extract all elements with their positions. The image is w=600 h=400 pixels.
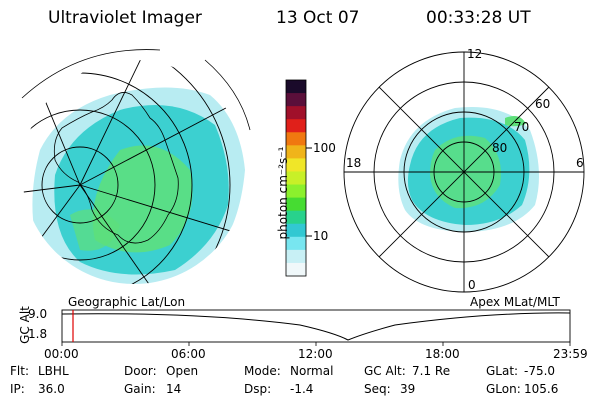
colorbar-tick-10: 10 [313,229,329,243]
glon-label: GLon: [486,382,521,396]
mode-label: Mode: [244,364,281,378]
mlat-label-70: 70 [514,120,530,134]
timeline-xtick-0600: 06:00 [171,347,206,361]
colorbar-cell [286,145,306,159]
colorbar-cell [286,262,306,277]
timeline-xtick-0000: 00:00 [44,347,79,361]
glat-value: -75.0 [524,364,556,378]
colorbar-cell [286,184,306,199]
mlt-label-0: 0 [468,278,476,292]
colorbar-cell [286,93,306,107]
filter-value: LBHL [38,364,69,378]
timeline-ytick-low: 1.8 [28,327,48,341]
colorbar-cell [286,223,306,238]
gain-value: 14 [166,382,182,396]
colorbar-cell [286,197,306,212]
gc-alt-label: GC Alt: [364,364,406,378]
altitude-curve [61,312,571,341]
apex-map-label: Apex MLat/MLT [470,295,560,309]
mlt-label-6: 6 [576,156,584,170]
geographic-map [21,49,251,284]
geographic-map-label: Geographic Lat/Lon [68,295,186,309]
instrument-title: Ultraviolet Imager [48,8,202,28]
door-label: Door: [124,364,157,378]
date-label: 13 Oct 07 [276,8,360,28]
timeline-xtick-2359: 23:59 [553,347,588,361]
colorbar-cell [286,80,306,94]
apex-polar-map [343,51,585,293]
mlat-label-80: 80 [492,141,508,155]
colorbar-cell [286,171,306,186]
colorbar-cell [286,158,306,172]
mlt-label-18: 18 [346,156,362,170]
glon-value: 105.6 [524,382,559,396]
mlat-label-60: 60 [535,97,551,111]
seq-label: Seq: [364,382,391,396]
timeline-xtick-1800: 18:00 [425,347,460,361]
glat-label: GLat: [486,364,519,378]
colorbar-cell [286,106,306,120]
colorbar-cell [286,119,306,133]
dsp-label: Dsp: [244,382,272,396]
colorbar-unit-label: photon cm⁻²s⁻¹ [276,146,290,240]
mlt-label-12: 12 [467,47,483,61]
colorbar-cell [286,236,306,251]
colorbar-cell [286,210,306,225]
timeline-xtick-1200: 12:00 [298,347,333,361]
gain-label: Gain: [124,382,156,396]
colorbar [285,79,312,277]
time-label: 00:33:28 UT [426,8,531,28]
colorbar-cell [286,132,306,146]
mode-value: Normal [290,364,334,378]
gc-alt-value: 7.1 Re [412,364,451,378]
seq-value: 39 [400,382,416,396]
ip-label: IP: [10,382,25,396]
filter-label: Flt: [10,364,29,378]
timeline-ytick-high: 9.0 [28,307,48,321]
door-value: Open [166,364,199,378]
timeline-panel [61,309,571,346]
colorbar-tick-100: 100 [313,141,336,155]
colorbar-cell [286,249,306,264]
dsp-value: -1.4 [290,382,314,396]
antarctica-coastline [53,92,179,244]
ip-value: 36.0 [38,382,65,396]
